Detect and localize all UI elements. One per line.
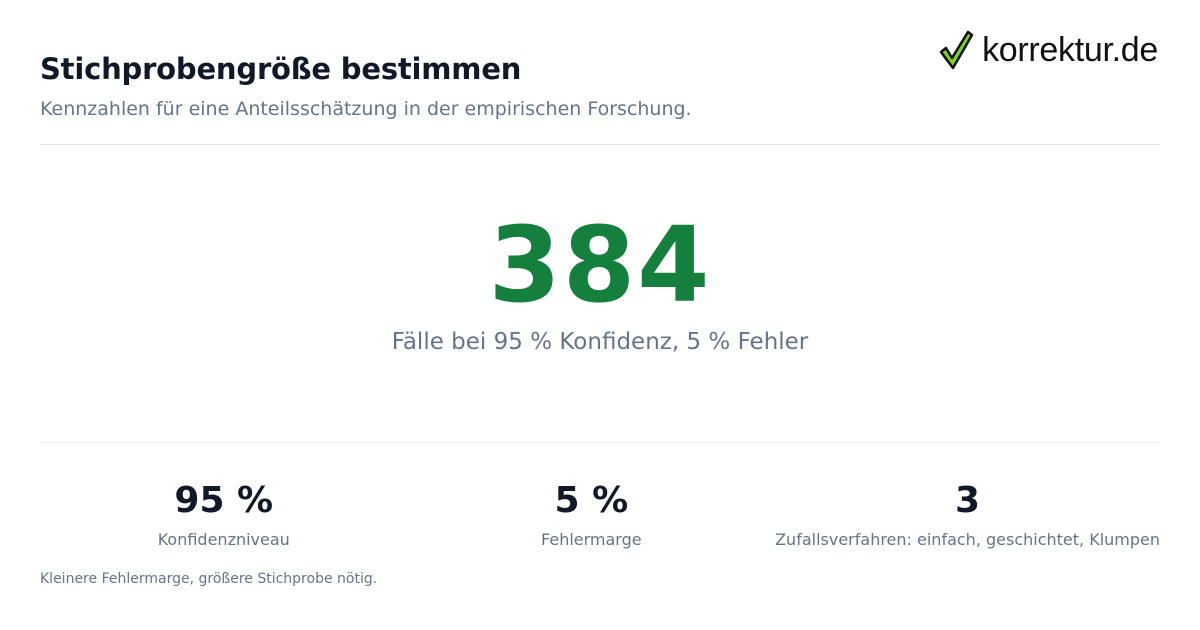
stats-row: 95 % Konfidenzniveau 5 % Fehlermarge 3 Z… [40, 478, 1160, 549]
page-title: Stichprobengröße bestimmen [40, 52, 522, 86]
stat-sampling-methods: 3 Zufallsverfahren: einfach, geschichtet… [775, 478, 1160, 549]
stat-value: 5 % [554, 480, 629, 521]
hero-section: 384 Fälle bei 95 % Konfidenz, 5 % Fehler [0, 205, 1200, 355]
footnote: Kleinere Fehlermarge, größere Stichprobe… [40, 571, 378, 587]
sample-size-caption: Fälle bei 95 % Konfidenz, 5 % Fehler [391, 329, 809, 355]
stat-value: 3 [955, 480, 981, 521]
header-divider [40, 144, 1160, 145]
sample-size-value: 384 [488, 204, 712, 326]
stat-value: 95 % [174, 480, 274, 521]
stat-label: Konfidenzniveau [157, 530, 290, 549]
brand-name: korrektur.de [982, 30, 1158, 69]
stat-label: Zufallsverfahren: einfach, geschichtet, … [775, 530, 1161, 549]
stats-divider [40, 442, 1160, 443]
stat-margin: 5 % Fehlermarge [408, 478, 776, 549]
brand-logo[interactable]: korrektur.de [938, 30, 1158, 70]
stat-confidence: 95 % Konfidenzniveau [40, 478, 408, 549]
stat-label: Fehlermarge [541, 530, 642, 549]
header: Stichprobengröße bestimmen Kennzahlen fü… [40, 52, 1160, 120]
checkmark-icon [939, 30, 974, 70]
page-subtitle: Kennzahlen für eine Anteilsschätzung in … [40, 98, 692, 120]
